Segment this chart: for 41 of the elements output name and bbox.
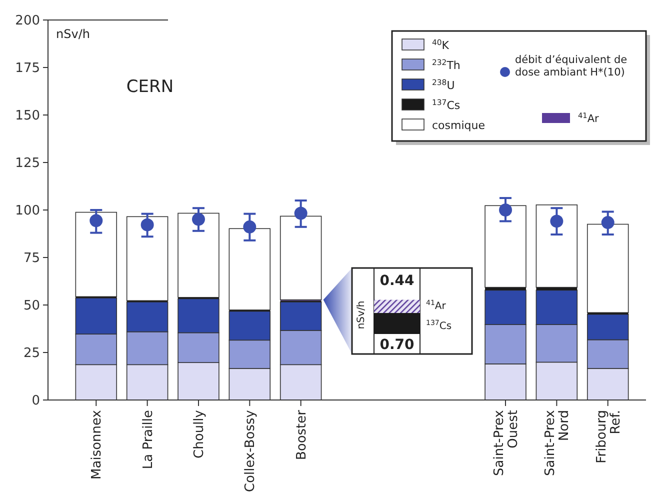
point	[90, 214, 103, 228]
x-tick-label: Booster	[294, 409, 310, 460]
point	[601, 216, 614, 230]
x-tick-label: Saint-Prex Ouest	[492, 410, 522, 476]
point	[294, 206, 308, 220]
bar	[484, 205, 526, 288]
y-tick-label: 125	[15, 156, 40, 172]
y-tick-label: 100	[15, 204, 40, 219]
annotation: 0.44	[380, 273, 415, 289]
y-axis-title: nSv/h	[56, 27, 90, 41]
point	[192, 212, 205, 226]
x-tick-label: Fribourg Ref.	[594, 410, 624, 464]
x-tick-label: Choully	[192, 410, 208, 458]
text: $^{41}$Ar	[426, 299, 446, 312]
y-tick-label: 0	[32, 394, 40, 409]
x-tick-label: Maisonnex	[90, 410, 105, 480]
point	[140, 218, 154, 232]
legend-label: $^{40}$K	[432, 38, 450, 52]
x-tick-label: Collex-Bossy	[243, 410, 258, 492]
annotation: 0.70	[380, 337, 415, 353]
text: $^{137}$Cs	[432, 98, 460, 112]
x-tick-label: La Praille	[140, 410, 156, 470]
x-tick-label: Saint-Prex Nord	[543, 410, 572, 476]
y-tick-label: 175	[15, 61, 40, 76]
legend-label: $^{238}$U	[432, 78, 455, 92]
legend-label: cosmique	[432, 119, 486, 132]
text: CERN	[126, 77, 174, 97]
y-tick-label: 75	[23, 251, 40, 266]
point	[499, 204, 512, 216]
point	[550, 214, 564, 228]
bar	[536, 204, 578, 288]
legend-label: débit d’équivalent de dose ambiant H*(10)	[515, 54, 628, 79]
y-tick-label: 50	[23, 298, 40, 314]
legend-label: $^{137}$Cs	[426, 319, 452, 332]
text: nSv/h	[356, 300, 367, 330]
y-tick-label: 200	[15, 14, 40, 29]
point	[243, 220, 256, 234]
legend-label: $^{41}$Ar	[578, 110, 600, 125]
legend-label: $^{232}$Th	[432, 58, 460, 72]
y-tick-label: 150	[15, 108, 40, 124]
y-tick-label: 25	[23, 346, 40, 362]
